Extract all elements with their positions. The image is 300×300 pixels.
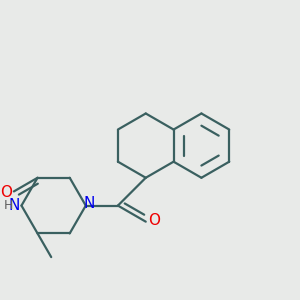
Text: O: O xyxy=(1,185,13,200)
Text: N: N xyxy=(8,198,20,213)
Text: N: N xyxy=(84,196,95,211)
Text: O: O xyxy=(148,213,160,228)
Text: H: H xyxy=(4,199,13,212)
